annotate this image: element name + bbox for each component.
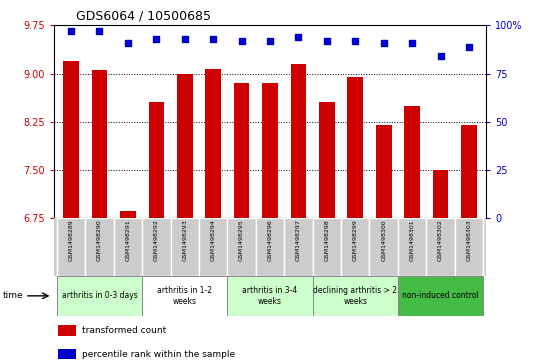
Bar bbox=[398, 218, 426, 276]
Point bbox=[180, 36, 189, 42]
Text: arthritis in 0-3 days: arthritis in 0-3 days bbox=[62, 291, 137, 300]
Text: GSM1498291: GSM1498291 bbox=[125, 220, 130, 261]
Bar bbox=[347, 77, 363, 218]
Bar bbox=[256, 218, 284, 276]
Text: GSM1498301: GSM1498301 bbox=[410, 220, 415, 261]
Bar bbox=[319, 102, 335, 218]
Bar bbox=[234, 83, 249, 218]
Point bbox=[322, 38, 331, 44]
Bar bbox=[142, 218, 171, 276]
Text: GSM1498294: GSM1498294 bbox=[211, 220, 215, 261]
Text: non-induced control: non-induced control bbox=[402, 291, 479, 300]
Text: GSM1498302: GSM1498302 bbox=[438, 220, 443, 261]
Bar bbox=[455, 218, 483, 276]
Point bbox=[408, 40, 416, 46]
Bar bbox=[433, 170, 448, 218]
Bar bbox=[58, 349, 76, 359]
Bar bbox=[57, 276, 142, 316]
Point bbox=[209, 36, 218, 42]
Point bbox=[237, 38, 246, 44]
Point bbox=[294, 34, 303, 40]
Text: arthritis in 3-4
weeks: arthritis in 3-4 weeks bbox=[242, 286, 298, 306]
Bar bbox=[426, 218, 455, 276]
Bar bbox=[291, 64, 306, 218]
Text: GDS6064 / 10500685: GDS6064 / 10500685 bbox=[76, 10, 211, 23]
Point bbox=[152, 36, 160, 42]
Point bbox=[351, 38, 360, 44]
Bar bbox=[57, 218, 85, 276]
Text: GSM1498295: GSM1498295 bbox=[239, 220, 244, 261]
Text: GSM1498290: GSM1498290 bbox=[97, 220, 102, 261]
Bar bbox=[262, 83, 278, 218]
Bar bbox=[404, 106, 420, 218]
Point bbox=[464, 44, 473, 49]
Bar bbox=[376, 125, 392, 218]
Bar bbox=[369, 218, 398, 276]
Text: GSM1498298: GSM1498298 bbox=[325, 220, 329, 261]
Bar bbox=[142, 276, 227, 316]
Point bbox=[436, 53, 445, 59]
Bar bbox=[171, 218, 199, 276]
Point bbox=[67, 28, 76, 34]
Bar bbox=[227, 218, 256, 276]
Text: GSM1498289: GSM1498289 bbox=[69, 220, 73, 261]
Text: GSM1498293: GSM1498293 bbox=[182, 220, 187, 261]
Text: GSM1498303: GSM1498303 bbox=[467, 220, 471, 261]
Bar bbox=[114, 218, 142, 276]
Bar bbox=[63, 61, 79, 218]
Bar bbox=[120, 211, 136, 218]
Text: GSM1498297: GSM1498297 bbox=[296, 220, 301, 261]
Bar bbox=[205, 69, 221, 218]
Bar bbox=[313, 276, 398, 316]
Bar bbox=[398, 276, 483, 316]
Bar bbox=[341, 218, 369, 276]
Text: GSM1498296: GSM1498296 bbox=[267, 220, 273, 261]
Text: arthritis in 1-2
weeks: arthritis in 1-2 weeks bbox=[157, 286, 212, 306]
Bar bbox=[177, 74, 193, 218]
Bar bbox=[58, 325, 76, 336]
Bar bbox=[85, 218, 114, 276]
Bar bbox=[92, 70, 107, 218]
Text: time: time bbox=[3, 291, 23, 300]
Bar bbox=[284, 218, 313, 276]
Text: GSM1498292: GSM1498292 bbox=[154, 220, 159, 261]
Point bbox=[266, 38, 274, 44]
Point bbox=[380, 40, 388, 46]
Bar bbox=[199, 218, 227, 276]
Point bbox=[124, 40, 132, 46]
Text: GSM1498300: GSM1498300 bbox=[381, 220, 386, 261]
Bar bbox=[461, 125, 477, 218]
Point bbox=[95, 28, 104, 34]
Text: GSM1498299: GSM1498299 bbox=[353, 220, 358, 261]
Text: percentile rank within the sample: percentile rank within the sample bbox=[82, 350, 235, 359]
Bar bbox=[313, 218, 341, 276]
Bar bbox=[227, 276, 313, 316]
Text: declining arthritis > 2
weeks: declining arthritis > 2 weeks bbox=[313, 286, 397, 306]
Text: transformed count: transformed count bbox=[82, 326, 166, 335]
Bar bbox=[148, 102, 164, 218]
